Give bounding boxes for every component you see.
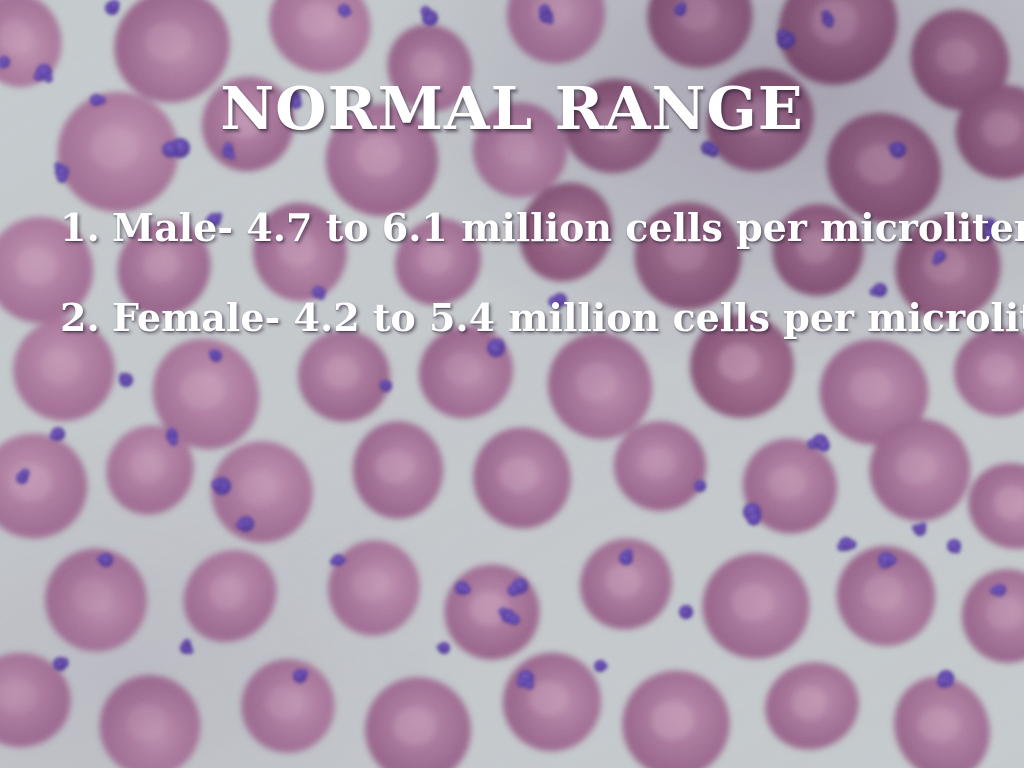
list-item-label: Female- 4.2 to 5.4 million cells per mic… bbox=[112, 294, 1024, 340]
list-item: 2. Female- 4.2 to 5.4 million cells per m… bbox=[60, 294, 1024, 340]
list-item-number: 1. bbox=[60, 205, 100, 250]
list-item-number: 2. bbox=[60, 294, 100, 340]
list-item: 1. Male- 4.7 to 6.1 million cells per mic… bbox=[60, 205, 1024, 250]
list-item-label: Male- 4.7 to 6.1 million cells per micro… bbox=[112, 205, 1024, 250]
page-title: NORMAL RANGE bbox=[220, 73, 804, 143]
normal-range-list: 1. Male- 4.7 to 6.1 million cells per mic… bbox=[60, 205, 1024, 340]
